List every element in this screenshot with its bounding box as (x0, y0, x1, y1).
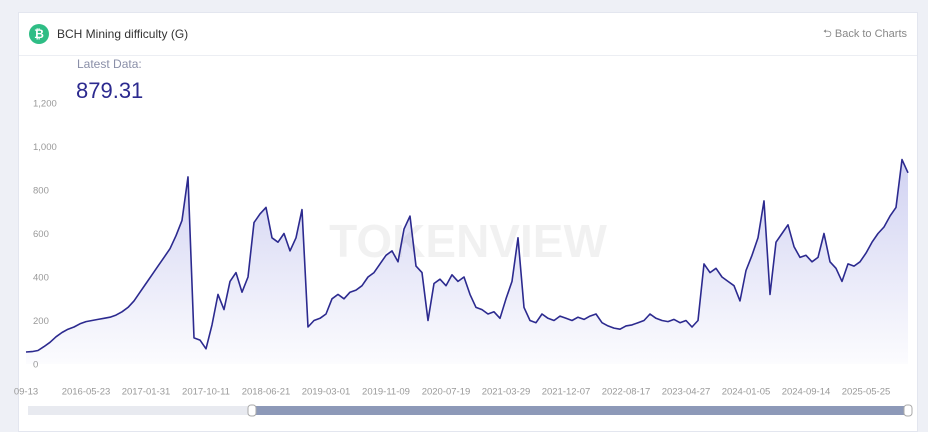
x-tick-label: 2021-12-07 (542, 387, 591, 398)
x-tick-label: 2020-07-19 (422, 387, 471, 398)
header: ₿ BCH Mining difficulty (G) ⮌ Back to Ch… (19, 13, 917, 56)
x-tick-label: 09-13 (14, 387, 38, 398)
y-tick-label: 400 (33, 273, 49, 284)
back-link[interactable]: ⮌ Back to Charts (822, 27, 907, 40)
x-tick-label: 2018-06-21 (242, 387, 291, 398)
y-tick-label: 1,000 (33, 142, 57, 153)
x-tick-label: 2025-05-25 (842, 387, 891, 398)
back-text[interactable]: Back to Charts (834, 27, 907, 40)
x-tick-label: 2016-05-23 (62, 387, 111, 398)
area-fill (26, 159, 908, 364)
x-tick-label: 2024-09-14 (782, 387, 831, 398)
y-tick-label: 800 (33, 186, 49, 197)
watermark: TOKENVIEW (329, 215, 607, 267)
bch-icon: ₿ (29, 24, 49, 44)
slider-handle[interactable] (903, 404, 913, 417)
y-tick-label: 0 (33, 360, 38, 371)
slider-range[interactable] (252, 406, 908, 415)
x-tick-label: 2017-10-11 (182, 387, 230, 398)
x-tick-label: 2019-11-09 (362, 387, 410, 398)
x-tick-label: 2022-08-17 (602, 387, 651, 398)
latest-value: 879.31 (76, 78, 143, 103)
latest-label: Latest Data: (77, 57, 142, 71)
y-tick-label: 200 (33, 316, 49, 327)
x-tick-label: 2021-03-29 (482, 387, 531, 398)
chart-title: BCH Mining difficulty (G) (57, 27, 189, 41)
x-tick-label: 2019-03-01 (302, 387, 351, 398)
y-tick-label: 1,200 (33, 99, 57, 110)
y-tick-label: 600 (33, 229, 49, 240)
slider-handle[interactable] (247, 404, 257, 417)
line (25, 158, 909, 353)
x-tick-label: 2024-01-05 (722, 387, 771, 398)
x-tick-label: 2023-04-27 (662, 387, 711, 398)
x-tick-label: 2017-01-31 (122, 387, 171, 398)
